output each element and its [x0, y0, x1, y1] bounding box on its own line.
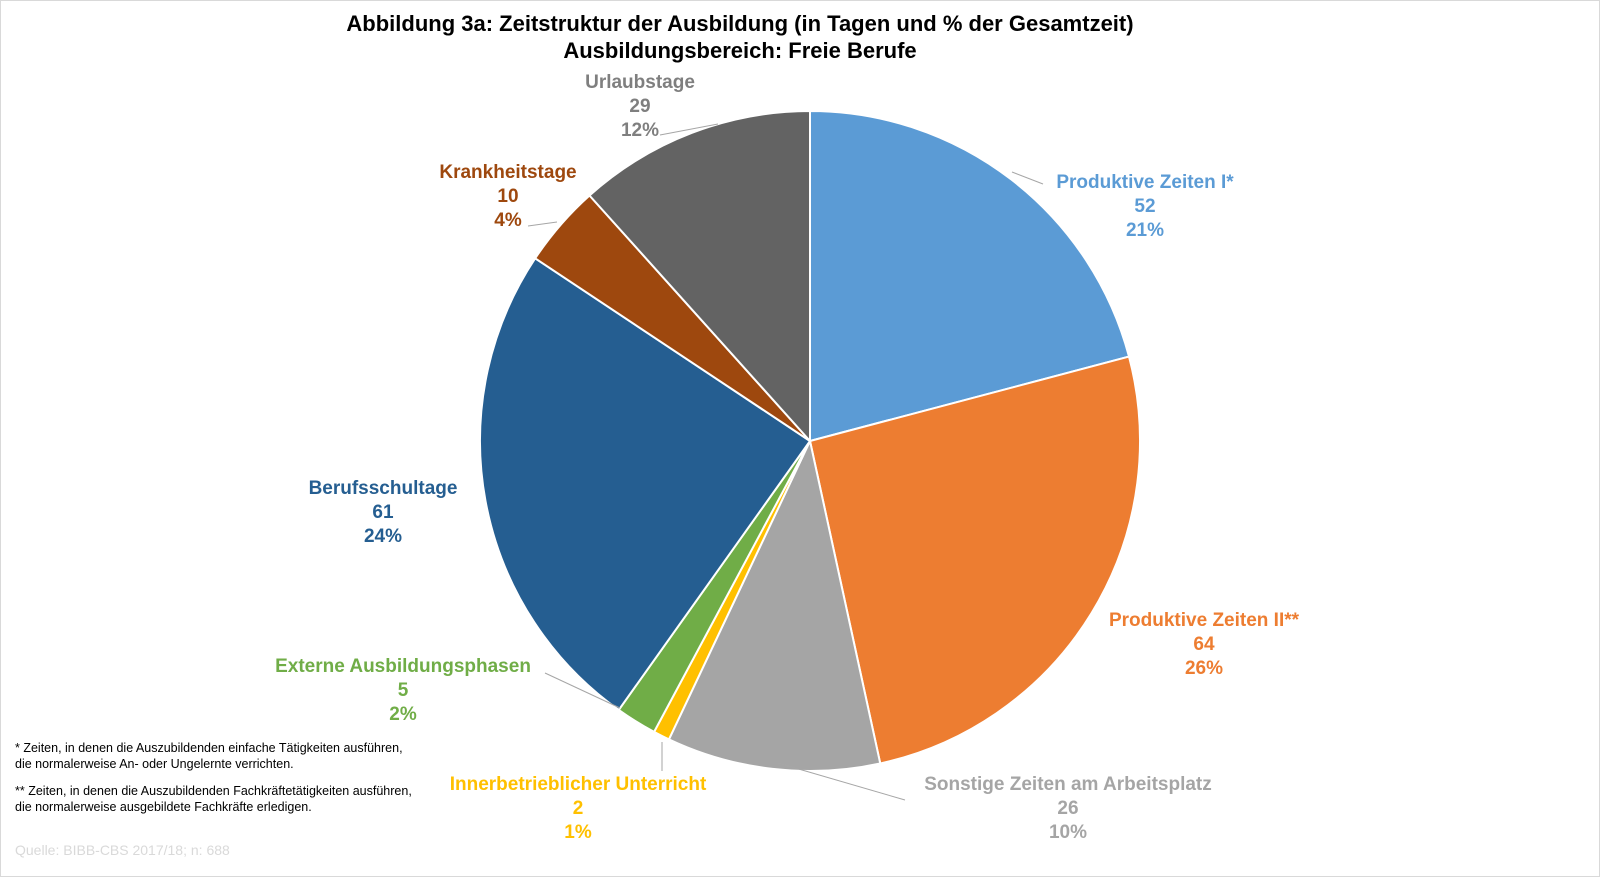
slice-percent-6: 4%: [494, 210, 522, 231]
leader-line-6: [527, 221, 558, 227]
chart-title: Abbildung 3a: Zeitstruktur der Ausbildun…: [346, 11, 1133, 36]
slice-percent-1: 26%: [1185, 658, 1223, 679]
slice-value-3: 2: [573, 798, 584, 819]
leader-line-2: [777, 762, 906, 801]
footnote-2-line-2: die normalerweise ausgebildete Fachkräft…: [15, 800, 312, 814]
pie-slice-1: [808, 355, 1141, 765]
slice-percent-4: 2%: [389, 704, 417, 725]
source-note: Quelle: BIBB-CBS 2017/18; n: 688: [15, 842, 230, 858]
slice-label-2: Sonstige Zeiten am Arbeitsplatz: [924, 774, 1212, 795]
footnote-2-line-1: ** Zeiten, in denen die Auszubildenden F…: [15, 784, 412, 798]
leader-line-7: [659, 123, 719, 136]
slice-value-0: 52: [1134, 196, 1155, 217]
slice-value-2: 26: [1057, 798, 1078, 819]
slice-percent-5: 24%: [364, 526, 402, 547]
pie-slice-0: [809, 109, 1131, 443]
pie-slice-2: [667, 437, 882, 772]
slice-label-6: Krankheitstage: [439, 162, 576, 183]
slice-value-7: 29: [629, 96, 650, 117]
slice-label-0: Produktive Zeiten I*: [1056, 172, 1234, 193]
slice-label-5: Berufsschultage: [309, 478, 458, 499]
slice-value-1: 64: [1193, 634, 1215, 655]
footnote-1: * Zeiten, in denen die Auszubildenden ei…: [15, 740, 403, 772]
leader-line-0: [1011, 171, 1044, 185]
footnote-1-line-2: die normalerweise An- oder Ungelernte ve…: [15, 757, 294, 771]
slice-value-4: 5: [398, 680, 409, 701]
footnote-2: ** Zeiten, in denen die Auszubildenden F…: [15, 783, 412, 815]
slice-label-4: Externe Ausbildungsphasen: [275, 656, 531, 677]
pie-slice-7: [588, 109, 811, 444]
slice-label-1: Produktive Zeiten II**: [1109, 610, 1300, 631]
footnote-1-line-1: * Zeiten, in denen die Auszubildenden ei…: [15, 741, 403, 755]
slice-percent-3: 1%: [564, 822, 592, 843]
slice-value-6: 10: [497, 186, 518, 207]
slice-label-3: Innerbetrieblicher Unterricht: [450, 774, 707, 795]
slice-value-5: 61: [372, 502, 394, 523]
chart-subtitle: Ausbildungsbereich: Freie Berufe: [563, 38, 916, 63]
slice-label-7: Urlaubstage: [585, 72, 695, 93]
leader-line-4: [544, 672, 621, 709]
slice-percent-0: 21%: [1126, 220, 1164, 241]
slice-percent-2: 10%: [1049, 822, 1087, 843]
slice-percent-7: 12%: [621, 120, 659, 141]
pie-slice-5: [479, 256, 812, 712]
